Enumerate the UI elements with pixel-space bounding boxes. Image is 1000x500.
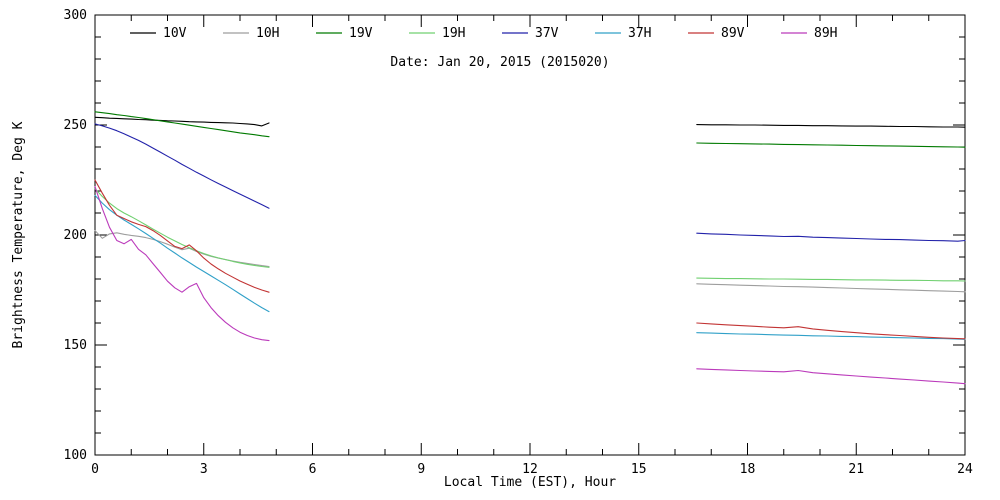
legend-label-37H: 37H — [628, 26, 651, 41]
series-19V-line-1 — [94, 111, 270, 138]
legend-item-10H: 10H — [223, 26, 279, 41]
chart-layer: 0 3 6 9 12 15 18 21 24 100 150 200 250 300 10V 10H 19V 19… — [64, 8, 973, 477]
y-tick-label: 150 — [64, 338, 87, 353]
legend-item-10V: 10V — [130, 26, 187, 41]
legend-label-19V: 19V — [349, 26, 373, 41]
legend-item-19V: 19V — [316, 26, 373, 41]
x-tick-label: 3 — [200, 462, 208, 477]
series-37H-line-2 — [696, 332, 966, 340]
series-10H-line-2 — [696, 283, 966, 293]
series-10V-line-2 — [696, 124, 966, 128]
y-tick-label: 300 — [64, 8, 87, 23]
x-tick-label: 21 — [848, 462, 864, 477]
series-89H-line-2 — [696, 368, 966, 385]
legend-label-37V: 37V — [535, 26, 559, 41]
legend-item-19H: 19H — [409, 26, 465, 41]
x-tick-label: 24 — [957, 462, 973, 477]
y-tick-label: 100 — [64, 448, 87, 463]
series-89V-line-1 — [94, 179, 270, 293]
legend-label-10H: 10H — [256, 26, 279, 41]
legend-label-19H: 19H — [442, 26, 465, 41]
series-89H-line-1 — [94, 186, 270, 342]
series-89V-line-2 — [696, 322, 966, 340]
chart-title: Date: Jan 20, 2015 (2015020) — [390, 55, 609, 70]
legend-label-10V: 10V — [163, 26, 187, 41]
x-tick-label: 18 — [740, 462, 756, 477]
x-tick-label: 0 — [91, 462, 99, 477]
x-tick-label: 9 — [417, 462, 425, 477]
series-19H-line-1 — [94, 188, 270, 268]
y-axis-label: Brightness Temperature, Deg K — [11, 121, 26, 348]
series-10H-line-1 — [94, 230, 270, 268]
series-19H-line-2 — [696, 277, 966, 282]
legend-label-89H: 89H — [814, 26, 837, 41]
x-tick-label: 15 — [631, 462, 647, 477]
series-37V-line-1 — [94, 123, 270, 209]
legend-item-37H: 37H — [595, 26, 651, 41]
series-19V-line-2 — [696, 142, 966, 148]
legend-item-89H: 89H — [781, 26, 837, 41]
series-37V-line-2 — [696, 232, 966, 242]
plot-frame — [94, 14, 966, 456]
y-tick-label: 250 — [64, 118, 87, 133]
legend-item-89V: 89V — [688, 26, 745, 41]
y-tick-label: 200 — [64, 228, 87, 243]
x-tick-label: 12 — [522, 462, 538, 477]
x-tick-label: 6 — [309, 462, 317, 477]
x-axis-label: Local Time (EST), Hour — [444, 475, 616, 490]
series-37H-line-1 — [94, 194, 270, 313]
legend-label-89V: 89V — [721, 26, 745, 41]
series-10V-line-1 — [94, 116, 270, 127]
legend-item-37V: 37V — [502, 26, 559, 41]
